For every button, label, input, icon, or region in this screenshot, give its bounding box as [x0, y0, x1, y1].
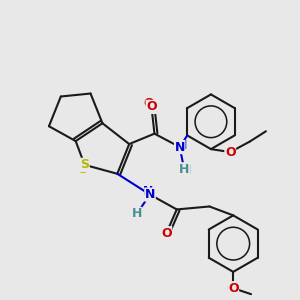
Text: S: S [80, 158, 89, 171]
Text: N: N [175, 140, 185, 154]
Text: O: O [161, 230, 172, 243]
Text: N: N [177, 139, 187, 152]
Text: O: O [225, 146, 236, 159]
Text: S: S [79, 163, 88, 176]
Text: O: O [225, 146, 236, 159]
Text: N: N [143, 185, 154, 198]
Text: H: H [181, 164, 191, 177]
Text: H: H [130, 209, 140, 222]
Text: O: O [161, 227, 172, 240]
Text: N: N [145, 188, 155, 201]
Text: O: O [143, 98, 154, 110]
Text: O: O [146, 100, 157, 113]
Text: H: H [131, 207, 142, 220]
Text: O: O [228, 282, 238, 295]
Text: O: O [226, 282, 237, 295]
Text: H: H [179, 163, 189, 176]
